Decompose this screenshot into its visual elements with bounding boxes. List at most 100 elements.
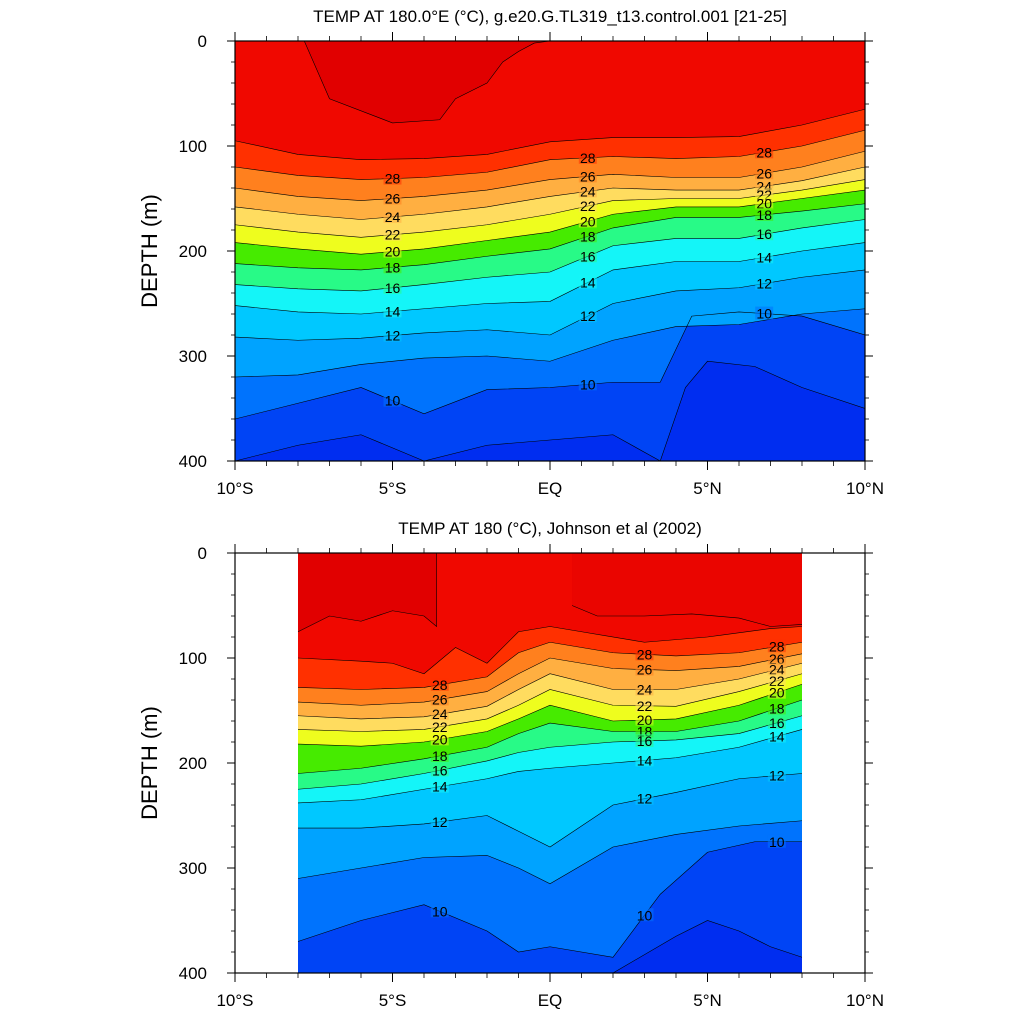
contour-label-bg	[755, 145, 774, 159]
contour-label-bg	[635, 908, 654, 922]
x-tick-label: 5°N	[693, 479, 722, 498]
y-tick-label: 200	[179, 242, 207, 261]
isotherm-29.2	[571, 605, 803, 627]
contour-fill-29.5	[304, 41, 550, 123]
y-tick-label: 300	[179, 859, 207, 878]
contour-label-bg	[755, 306, 774, 320]
contour-label-bg	[430, 692, 449, 706]
contour-label-24: 24	[637, 682, 653, 698]
contour-label-bg	[635, 698, 654, 712]
contour-label-bg	[767, 662, 786, 676]
x-tick-label: EQ	[538, 479, 563, 498]
contour-label-22: 22	[432, 719, 448, 735]
contour-label-14: 14	[769, 729, 785, 745]
isotherm-29.5	[304, 41, 551, 124]
contour-label-16: 16	[580, 248, 596, 264]
contour-label-bg	[755, 196, 774, 210]
y-tick-label: 300	[179, 347, 207, 366]
contour-label-12: 12	[580, 308, 596, 324]
contour-label-16: 16	[637, 733, 653, 749]
contour-label-bg	[767, 673, 786, 687]
contour-label-22: 22	[769, 673, 785, 689]
isotherm-29	[235, 108, 865, 160]
x-tick-label: 10°S	[216, 991, 253, 1010]
isotherm-11	[235, 308, 865, 378]
contour-label-26: 26	[432, 691, 448, 707]
isotherm-12	[298, 773, 803, 848]
contour-label-10: 10	[769, 834, 785, 850]
contour-label-22: 22	[637, 698, 653, 714]
contour-label-26: 26	[756, 165, 772, 181]
contour-label-bg	[383, 244, 402, 258]
contour-label-bg	[578, 249, 597, 263]
contour-label-bg	[767, 834, 786, 848]
contour-label-bg	[578, 150, 597, 164]
top-contour-panel: TEMP AT 180.0°E (°C), g.e20.G.TL319_t13.…	[137, 7, 884, 498]
contour-label-bg	[383, 328, 402, 342]
isotherm-18	[297, 699, 803, 774]
x-tick-label: 10°N	[846, 479, 884, 498]
contour-label-14: 14	[385, 303, 401, 319]
contour-label-bg	[578, 184, 597, 198]
contour-label-bg	[635, 647, 654, 661]
contour-label-bg	[767, 701, 786, 715]
isotherm-9	[298, 920, 803, 973]
contour-label-bg	[755, 276, 774, 290]
isotherm-24	[297, 662, 803, 720]
isotherm-29	[297, 626, 803, 675]
contour-label-20: 20	[432, 731, 448, 747]
y-tick-label: 0	[198, 544, 207, 563]
isotherm-11	[297, 820, 803, 885]
contour-label-bg	[578, 199, 597, 213]
contour-label-bg	[578, 169, 597, 183]
contour-label-bg	[383, 260, 402, 274]
contour-label-16: 16	[769, 715, 785, 731]
contour-label-12: 12	[637, 791, 653, 807]
contour-label-10: 10	[432, 903, 448, 919]
contour-label-22: 22	[385, 227, 401, 243]
contour-label-bg	[430, 779, 449, 793]
contour-label-28: 28	[637, 646, 653, 662]
contour-label-bg	[430, 814, 449, 828]
contour-label-bg	[430, 677, 449, 691]
isotherm-22	[297, 673, 803, 732]
contour-label-10: 10	[756, 306, 772, 322]
contour-label-bg	[383, 209, 402, 223]
contour-label-28: 28	[756, 144, 772, 160]
bottom-panel-contour-fills	[298, 553, 802, 973]
x-tick-label: 10°S	[216, 479, 253, 498]
contour-label-24: 24	[580, 183, 596, 199]
contour-label-12: 12	[432, 814, 448, 830]
contour-label-20: 20	[769, 685, 785, 701]
contour-label-24: 24	[432, 706, 448, 722]
contour-label-bg	[430, 904, 449, 918]
contour-label-16: 16	[385, 280, 401, 296]
contour-label-bg	[430, 748, 449, 762]
contour-label-bg	[635, 682, 654, 696]
contour-label-10: 10	[385, 393, 401, 409]
x-tick-label: 10°N	[846, 991, 884, 1010]
contour-label-bg	[578, 275, 597, 289]
x-tick-label: EQ	[538, 991, 563, 1010]
contour-label-28: 28	[769, 638, 785, 654]
x-tick-label: 5°S	[379, 479, 407, 498]
isotherm-16	[297, 715, 803, 790]
contour-label-bg	[430, 763, 449, 777]
isotherm-20	[297, 683, 803, 747]
contour-label-bg	[383, 393, 402, 407]
contour-label-bg	[635, 753, 654, 767]
bottom-panel-axes: 0 100 200 300 400 10°S 5°S EQ 5°N 10°N	[179, 544, 884, 1010]
top-panel-title: TEMP AT 180.0°E (°C), g.e20.G.TL319_t13.…	[313, 7, 787, 26]
contour-label-bg	[767, 768, 786, 782]
y-tick-label: 400	[179, 452, 207, 471]
contour-label-bg	[635, 712, 654, 726]
contour-label-10: 10	[637, 907, 653, 923]
contour-label-bg	[767, 729, 786, 743]
contour-label-bg	[635, 733, 654, 747]
contour-label-16: 16	[756, 226, 772, 242]
contour-label-18: 18	[385, 259, 401, 275]
contour-label-28: 28	[385, 171, 401, 187]
contour-fill-29.2	[572, 553, 802, 627]
